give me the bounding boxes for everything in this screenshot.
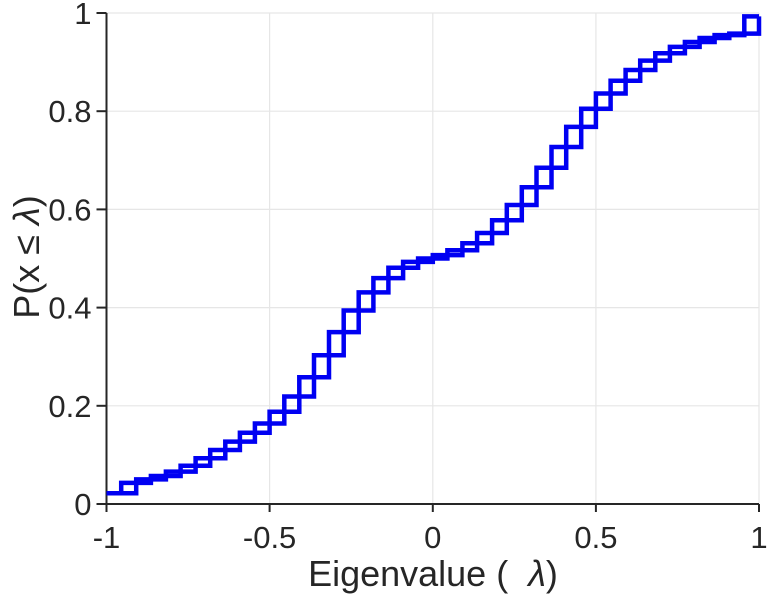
x-axis-title-text: Eigenvalue ( [308,553,529,594]
y-tick-label: 0.4 [48,291,91,326]
x-tick-label: -0.5 [243,520,296,555]
x-tick-label: 0 [424,520,441,555]
x-tick-label: 1 [750,520,767,555]
cdf-curve-post-steps [106,16,762,496]
x-axis-title-close: ) [545,553,558,594]
y-axis-title: P(x ≤ λ) [6,195,47,319]
cdf-curve-pre-steps [106,14,759,496]
y-tick-label: 0 [74,487,91,522]
x-axis-title: Eigenvalue ( λ) [106,556,760,592]
y-tick-label: 1 [74,0,91,31]
x-tick-label: 0.5 [574,520,617,555]
y-tick-label: 0.6 [48,192,91,227]
lambda-symbol: λ [528,553,546,594]
y-tick-label: 0.2 [48,389,91,424]
x-tick-label: -1 [93,520,121,555]
lambda-symbol: λ [6,207,47,225]
y-axis-title-text: P(x ≤ [6,224,47,319]
y-axis-title-close: ) [6,195,47,208]
y-tick-label: 0.8 [48,94,91,129]
